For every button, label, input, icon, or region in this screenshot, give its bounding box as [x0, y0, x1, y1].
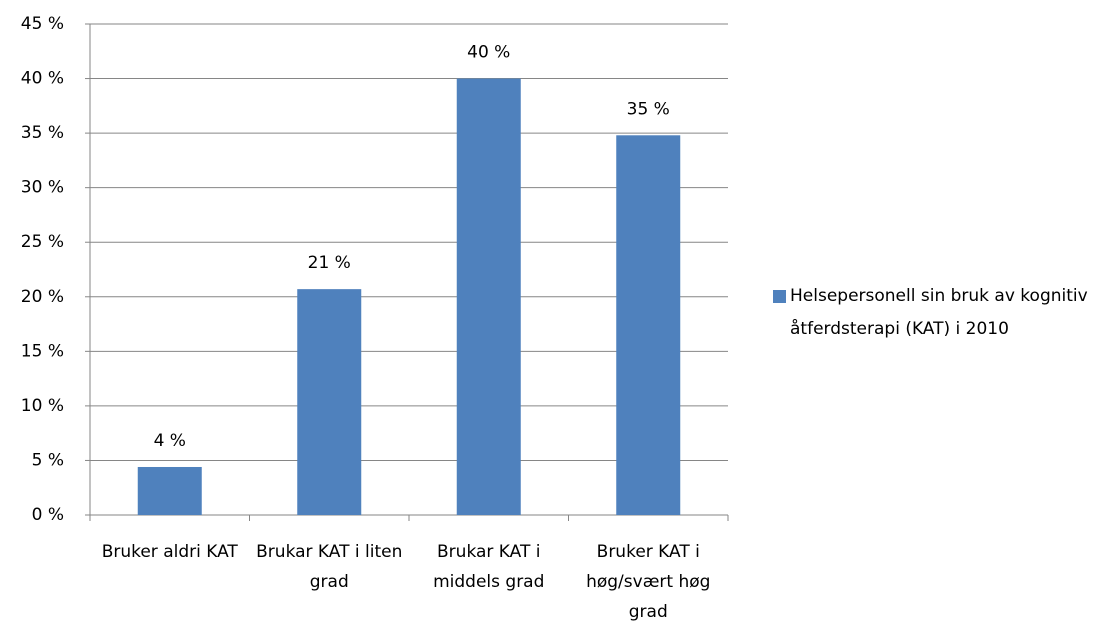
y-tick-label: 0 %	[32, 505, 64, 525]
bar	[616, 135, 681, 515]
x-tick-label: Brukar KAT i middels grad	[433, 542, 545, 592]
legend-label: Helsepersonell sin bruk av kognitiv åtfe…	[790, 286, 1088, 339]
y-tick-label: 40 %	[21, 69, 64, 89]
x-tick-label: Bruker aldri KAT	[101, 542, 238, 562]
data-label: 21 %	[308, 253, 351, 273]
bar	[137, 466, 202, 515]
data-label: 4 %	[154, 431, 186, 451]
x-tick-label: Bruker KAT i høg/svært høg grad	[586, 542, 711, 622]
y-tick-label: 30 %	[21, 178, 64, 198]
data-label: 40 %	[467, 43, 510, 63]
bar	[297, 289, 362, 515]
y-tick-label: 45 %	[21, 14, 64, 34]
data-label: 35 %	[627, 99, 670, 119]
y-tick-label: 10 %	[21, 396, 64, 416]
y-tick-label: 20 %	[21, 287, 64, 307]
y-tick-label: 35 %	[21, 123, 64, 143]
x-tick-label: Brukar KAT i liten grad	[256, 542, 403, 592]
legend-swatch	[773, 290, 786, 303]
y-tick-label: 25 %	[21, 232, 64, 252]
y-tick-label: 5 %	[32, 450, 64, 470]
bar	[456, 78, 521, 516]
y-tick-label: 15 %	[21, 341, 64, 361]
